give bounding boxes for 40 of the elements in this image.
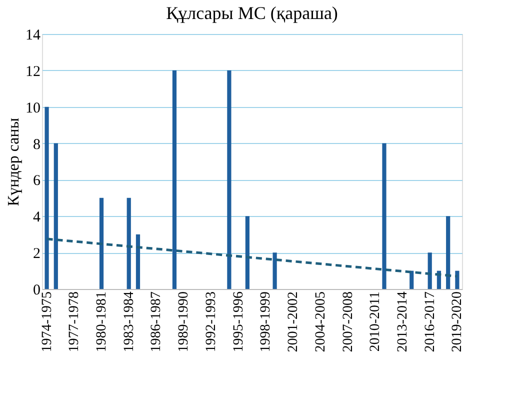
- bar: [172, 70, 177, 289]
- y-tick-label: 0: [33, 282, 40, 298]
- x-tick-label: 1995-1996: [231, 292, 246, 352]
- x-tick-label: 1983-1984: [122, 292, 137, 352]
- x-tick-label: 2013-2014: [395, 292, 410, 352]
- y-tick-label: 14: [26, 28, 41, 44]
- x-tick-label: 2001-2002: [286, 292, 302, 352]
- bar: [136, 234, 140, 289]
- bar: [382, 143, 386, 289]
- x-tick-label: 2007-2008: [340, 292, 356, 352]
- y-axis-title: Күндер саны: [6, 118, 22, 206]
- bar: [44, 106, 49, 289]
- bar: [54, 143, 58, 289]
- x-tick-label: 1989-1990: [176, 292, 192, 352]
- bar: [272, 252, 277, 289]
- y-tick-label: 2: [33, 246, 40, 262]
- x-tick-label: 1974-1975: [40, 292, 55, 352]
- bar: [428, 252, 432, 289]
- y-tick-label: 8: [33, 136, 40, 153]
- y-tick-label: 10: [26, 100, 40, 116]
- x-tick-label: 2019-2020: [450, 292, 466, 352]
- x-tick-label: 2004-2005: [313, 292, 328, 352]
- bar: [99, 198, 104, 289]
- x-tick-label: 1992-1993: [204, 292, 219, 352]
- x-tick-label: 2010-2011: [368, 292, 384, 352]
- y-tick-label: 4: [33, 210, 41, 226]
- y-tick-label: 12: [26, 64, 40, 80]
- bar: [245, 216, 250, 289]
- y-tick-label: 6: [33, 173, 41, 190]
- bar: [455, 270, 460, 289]
- bar: [446, 216, 450, 289]
- chart-title: Құлсары МС (қараша): [166, 3, 338, 23]
- x-tick-label: 1977-1978: [67, 292, 82, 352]
- x-tick-label: 1986-1987: [149, 292, 164, 352]
- x-tick-label: 1998-1999: [258, 292, 274, 352]
- x-tick-label: 2016-2017: [422, 292, 438, 352]
- bar: [126, 198, 131, 289]
- bar: [227, 70, 232, 289]
- bar: [410, 270, 414, 289]
- x-tick-label: 1980-1981: [94, 292, 110, 352]
